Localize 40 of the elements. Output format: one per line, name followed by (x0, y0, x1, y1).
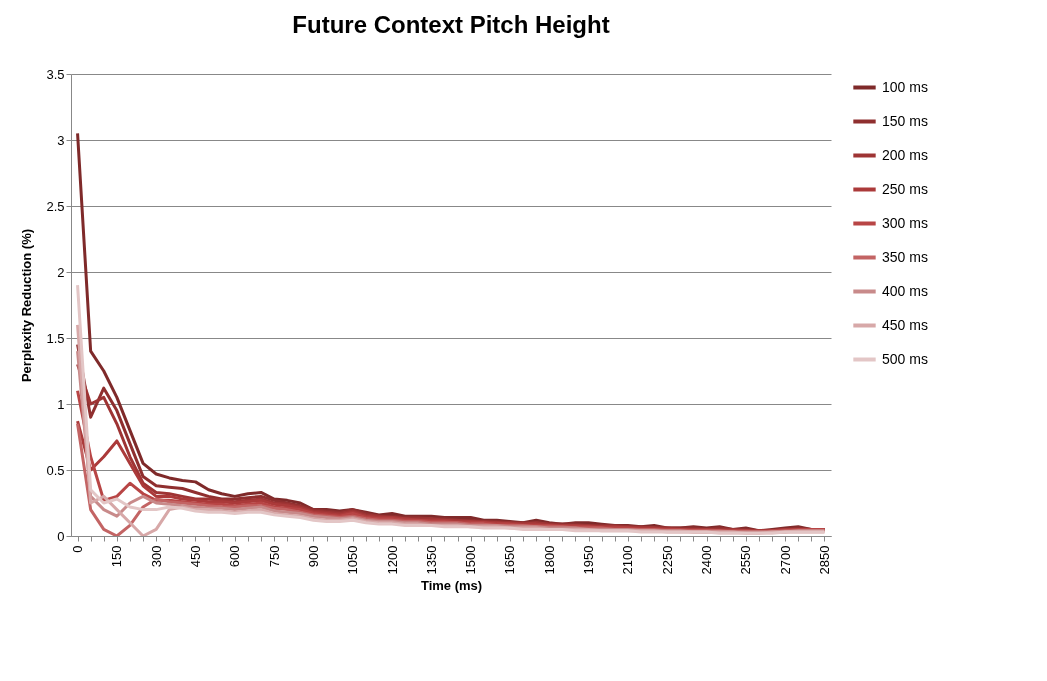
x-tick-label: 150 (109, 545, 125, 568)
x-tick-label: 1650 (502, 545, 518, 575)
legend-label: 100 ms (882, 78, 928, 95)
legend-label: 200 ms (882, 146, 928, 163)
x-tick-label: 750 (266, 545, 282, 568)
x-axis-title: Time (ms) (420, 578, 483, 594)
y-axis-title: Perplexity Reduction (%) (19, 228, 35, 383)
legend-label: 450 ms (882, 316, 928, 333)
x-tick-label: 450 (187, 545, 203, 568)
y-tick-label: 1 (57, 396, 65, 412)
y-tick-label: 3 (57, 132, 65, 148)
y-tick-label: 1.5 (46, 330, 65, 346)
y-tick-label: 0 (57, 528, 65, 544)
x-tick-label: 2400 (699, 545, 715, 575)
y-tick-label: 0.5 (46, 462, 65, 478)
x-tick-label: 1350 (423, 545, 439, 575)
x-tick-label: 1800 (541, 545, 557, 575)
x-tick-label: 0 (70, 545, 86, 553)
y-tick-label: 2 (57, 264, 65, 280)
chart-title: Future Context Pitch Height (292, 11, 610, 38)
x-tick-label: 1200 (384, 545, 400, 575)
x-tick-label: 2700 (777, 545, 793, 575)
y-tick-label: 2.5 (46, 198, 65, 214)
x-tick-label: 2100 (620, 545, 636, 575)
x-tick-label: 300 (148, 545, 164, 568)
legend-label: 300 ms (882, 214, 928, 231)
x-tick-label: 900 (305, 545, 321, 568)
legend-label: 400 ms (882, 282, 928, 299)
x-tick-label: 2550 (738, 545, 754, 575)
x-tick-label: 1050 (345, 545, 361, 575)
legend-label: 150 ms (882, 112, 928, 129)
x-tick-label: 2850 (816, 545, 832, 575)
x-tick-label: 1950 (581, 545, 597, 575)
x-tick-label: 600 (227, 545, 243, 568)
legend-label: 500 ms (882, 350, 928, 367)
legend-label: 250 ms (882, 180, 928, 197)
x-tick-label: 1500 (463, 545, 479, 575)
x-tick-label: 2250 (659, 545, 675, 575)
legend-label: 350 ms (882, 248, 928, 265)
y-tick-label: 3.5 (46, 66, 65, 82)
